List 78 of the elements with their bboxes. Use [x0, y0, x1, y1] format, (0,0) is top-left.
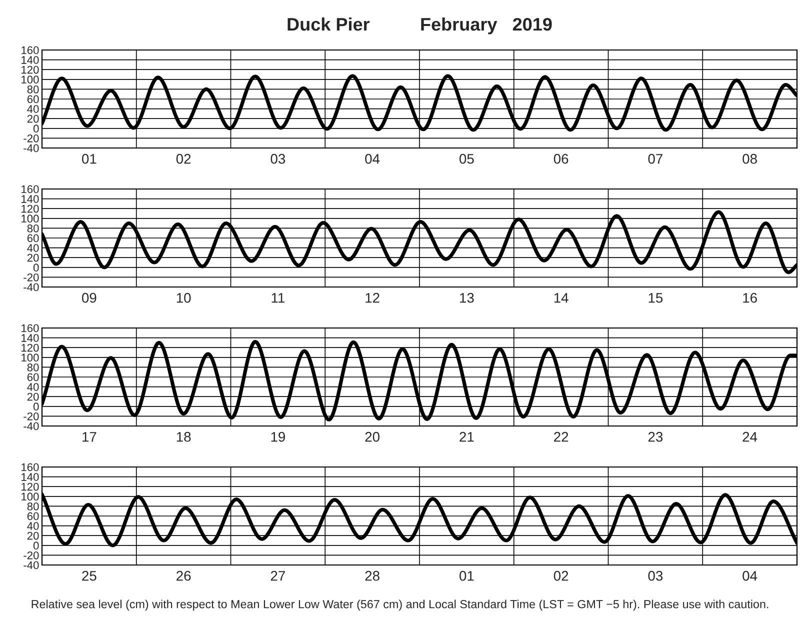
y-tick-label: 40 — [27, 105, 39, 113]
y-tick-label: 0 — [33, 402, 39, 411]
y-tick-label: 140 — [22, 473, 39, 481]
y-tick-label: 80 — [27, 85, 39, 94]
x-tick-label: 01 — [460, 570, 474, 581]
y-tick-label: 60 — [27, 234, 39, 242]
y-tick-label: 20 — [27, 532, 39, 540]
text: Relative sea level (cm) with respect to Mean Lower Low Water (567 cm) and Local Standard Time (LST = GMT −5 hr). Please use with caution. — [32, 600, 768, 611]
x-tick-label: 20 — [365, 432, 380, 442]
y-tick-label: 60 — [27, 373, 39, 382]
y-tick-label: 60 — [27, 512, 39, 520]
x-tick-label: 26 — [176, 570, 191, 581]
x-tick-label: 21 — [460, 432, 474, 442]
x-tick-label: 23 — [648, 432, 663, 442]
y-tick-label: -40 — [24, 561, 39, 570]
x-tick-label: 04 — [742, 570, 758, 581]
y-tick-label: 0 — [33, 124, 39, 133]
y-tick-label: 140 — [22, 195, 39, 203]
y-tick-label: -40 — [24, 283, 39, 292]
x-tick-label: 27 — [270, 570, 285, 581]
x-tick-label: 02 — [554, 570, 568, 581]
y-tick-label: -20 — [24, 412, 39, 420]
x-tick-label: 25 — [82, 570, 96, 581]
y-tick-label: 80 — [27, 502, 39, 510]
x-tick-label: 07 — [648, 154, 662, 164]
y-tick-label: 40 — [27, 383, 39, 391]
x-tick-label: 12 — [366, 292, 380, 303]
y-tick-label: 100 — [22, 354, 39, 362]
y-tick-label: -20 — [24, 273, 39, 282]
y-tick-label: 80 — [27, 363, 39, 372]
y-tick-label: -40 — [24, 422, 39, 430]
y-tick-label: 0 — [33, 264, 39, 272]
x-tick-label: 16 — [743, 292, 757, 303]
y-tick-label: -20 — [24, 134, 39, 142]
y-tick-label: 120 — [22, 344, 39, 352]
x-tick-label: 18 — [176, 432, 191, 442]
x-tick-label: 17 — [82, 432, 96, 442]
y-tick-label: 0 — [33, 542, 39, 550]
x-tick-label: 15 — [648, 293, 663, 303]
chart-title: Duck Pier February 2019 — [288, 17, 552, 34]
y-tick-label: 140 — [22, 56, 39, 64]
y-tick-label: -40 — [24, 144, 39, 152]
x-tick-label: 10 — [176, 292, 191, 303]
x-tick-label: 09 — [82, 292, 96, 303]
y-tick-label: 80 — [27, 224, 39, 232]
x-tick-label: 13 — [460, 292, 474, 303]
x-tick-label: 22 — [554, 432, 568, 442]
x-tick-label: 03 — [270, 154, 286, 164]
y-tick-label: 40 — [27, 522, 39, 530]
x-tick-label: 11 — [272, 293, 284, 303]
y-tick-label: 60 — [27, 95, 39, 104]
x-tick-label: 08 — [742, 154, 757, 164]
y-tick-label: 140 — [22, 334, 39, 342]
y-tick-label: 20 — [27, 392, 39, 401]
x-tick-label: 02 — [176, 154, 191, 164]
y-tick-label: -20 — [24, 551, 39, 560]
x-tick-label: 14 — [554, 293, 568, 303]
x-tick-label: 06 — [554, 154, 568, 164]
y-tick-label: 100 — [22, 214, 39, 223]
x-tick-label: 03 — [648, 570, 663, 581]
y-tick-label: 160 — [22, 46, 39, 54]
y-tick-label: 120 — [22, 204, 39, 213]
y-tick-label: 20 — [27, 254, 39, 262]
x-tick-label: 05 — [460, 154, 474, 164]
y-tick-label: 100 — [22, 492, 39, 501]
y-tick-label: 120 — [22, 66, 39, 74]
x-tick-label: 04 — [365, 154, 380, 164]
x-tick-label: 01 — [82, 154, 96, 164]
y-tick-label: 160 — [22, 185, 39, 194]
y-tick-label: 20 — [27, 114, 39, 123]
y-tick-label: 40 — [27, 244, 39, 252]
y-tick-label: 100 — [22, 76, 39, 84]
x-tick-label: 19 — [271, 432, 286, 442]
y-tick-label: 120 — [22, 482, 39, 491]
x-tick-label: 24 — [742, 432, 758, 442]
y-tick-label: 160 — [22, 324, 39, 332]
y-tick-label: 160 — [22, 463, 39, 472]
x-tick-label: 28 — [365, 570, 380, 581]
